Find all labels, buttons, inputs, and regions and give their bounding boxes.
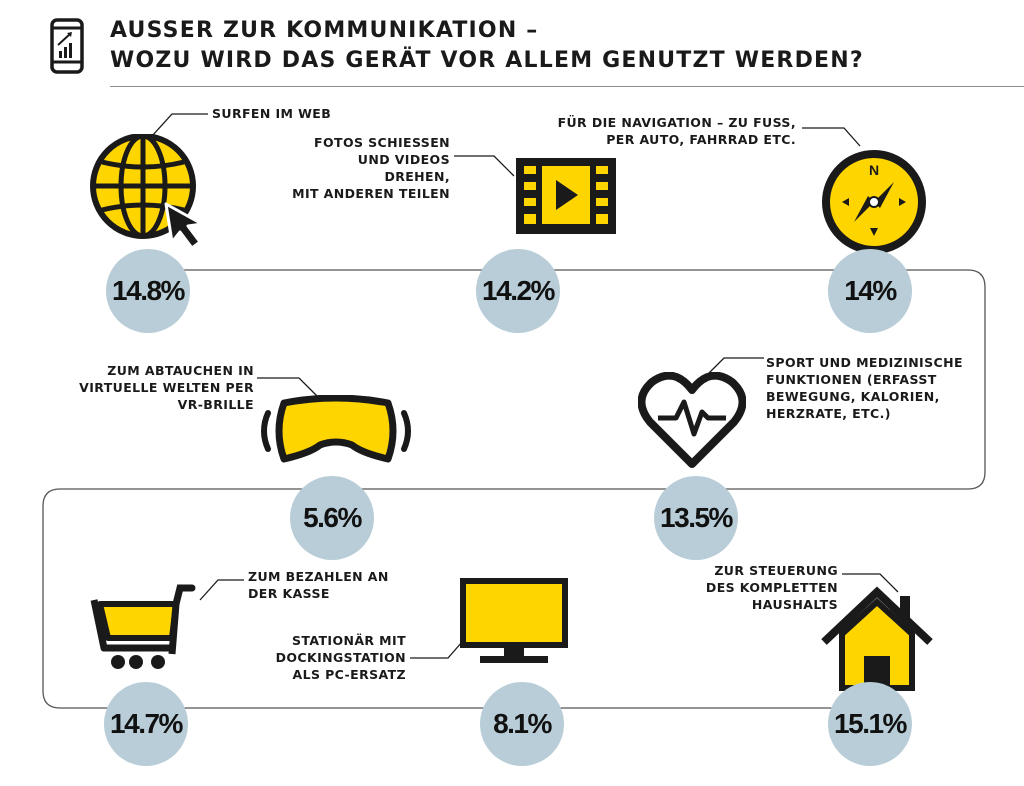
page-title-line-2: WOZU WIRD DAS GERÄT VOR ALLEM GENUTZT WE… — [110, 48, 864, 73]
item-label-web: SURFEN IM WEB — [212, 106, 332, 121]
value-bubble-household: 15.1% — [828, 682, 912, 766]
compass-icon: N — [822, 150, 926, 254]
header-divider — [110, 86, 1024, 87]
item-label-household: ZUR STEUERUNG DES KOMPLETTEN HAUSHALTS — [705, 563, 838, 612]
smartphone-chart-icon — [50, 18, 84, 74]
globe-cursor-icon — [90, 134, 204, 250]
heart-pulse-icon — [638, 372, 746, 468]
value-bubble-navigation: 14% — [828, 249, 912, 333]
leader-line — [257, 377, 320, 399]
value-bubble-payment: 14.7% — [104, 682, 188, 766]
monitor-icon — [460, 578, 568, 663]
leader-line — [410, 641, 463, 659]
compass-north-letter: N — [869, 162, 879, 178]
vr-headset-icon — [261, 395, 411, 463]
leader-line — [703, 357, 764, 379]
item-label-navigation: FÜR DIE NAVIGATION – ZU FUSS, PER AUTO, … — [557, 115, 796, 147]
value-bubble-pc: 8.1% — [480, 682, 564, 766]
leader-line — [199, 579, 244, 601]
item-label-vr: ZUM ABTAUCHEN IN VIRTUELLE WELTEN PER VR… — [79, 363, 254, 412]
item-label-sport: SPORT UND MEDIZINISCHE FUNKTIONEN (ERFAS… — [766, 355, 963, 421]
video-film-icon — [516, 158, 616, 234]
leader-line — [842, 573, 899, 593]
shopping-cart-icon — [90, 584, 196, 669]
item-label-payment: ZUM BEZAHLEN AN DER KASSE — [248, 569, 389, 601]
leader-line — [454, 155, 515, 177]
value-bubble-sport: 13.5% — [654, 476, 738, 560]
item-label-photos: FOTOS SCHIESSEN UND VIDEOS DREHEN, MIT A… — [292, 135, 450, 201]
item-label-pc: STATIONÄR MIT DOCKINGSTATION ALS PC-ERSA… — [275, 633, 406, 682]
value-bubble-web: 14.8% — [106, 249, 190, 333]
leader-line — [151, 113, 208, 137]
leader-line — [802, 127, 861, 147]
house-icon — [821, 586, 933, 691]
value-bubble-vr: 5.6% — [290, 476, 374, 560]
page-title-line-1: AUSSER ZUR KOMMUNIKATION – — [110, 18, 539, 43]
value-bubble-photos: 14.2% — [476, 249, 560, 333]
